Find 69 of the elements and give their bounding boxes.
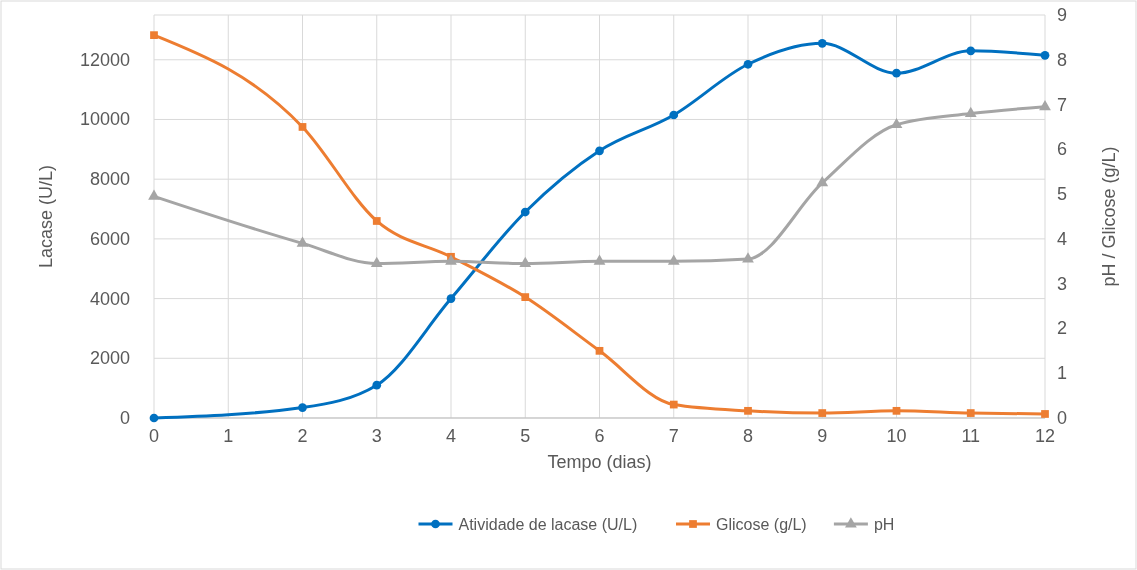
legend-label: Atividade de lacase (U/L) xyxy=(458,516,638,533)
y-tick-label: 6000 xyxy=(89,228,130,249)
x-tick-label: 3 xyxy=(371,426,382,446)
x-tick-label: 6 xyxy=(594,426,605,446)
point xyxy=(595,346,604,355)
x-tick-label: 7 xyxy=(668,426,679,446)
point xyxy=(1041,410,1049,418)
x-tick-label: 0 xyxy=(148,426,160,446)
x-tick-label: 1 xyxy=(223,426,234,446)
y2-tick-label: 8 xyxy=(1057,49,1068,70)
y2-tick-label: 1 xyxy=(1057,363,1068,384)
point xyxy=(149,413,159,423)
point xyxy=(966,409,975,417)
point xyxy=(669,110,679,120)
point xyxy=(298,123,307,131)
y2-tick-label: 2 xyxy=(1057,318,1068,339)
y2-tick-label: 3 xyxy=(1057,273,1068,294)
y-tick-label: 2000 xyxy=(89,348,130,369)
point xyxy=(818,409,827,417)
x-axis-title: Tempo (dias) xyxy=(547,452,652,472)
point xyxy=(742,252,754,263)
point xyxy=(446,294,456,303)
x-tick-label: 2 xyxy=(297,426,308,446)
point xyxy=(296,236,309,247)
y2-tick-label: 6 xyxy=(1057,139,1068,160)
point xyxy=(298,403,307,412)
y-tick-label: 8000 xyxy=(89,169,130,190)
point xyxy=(817,39,827,48)
point xyxy=(372,217,381,225)
point xyxy=(370,256,383,267)
y2-axis-title: pH / Glicose (g/L) xyxy=(1099,146,1119,287)
x-tick-label: 4 xyxy=(445,426,457,446)
point xyxy=(966,46,976,56)
y-axis-title: Lacase (U/L) xyxy=(36,164,56,269)
x-tick-label: 8 xyxy=(742,426,754,446)
legend-label: pH xyxy=(873,516,895,533)
point xyxy=(445,254,457,265)
y2-tick-label: 0 xyxy=(1057,408,1068,428)
y-tick-label: 0 xyxy=(119,408,130,428)
y-tick-label: 4000 xyxy=(89,288,130,309)
x-tick-label: 12 xyxy=(1034,426,1056,446)
point xyxy=(595,146,604,156)
point xyxy=(892,406,901,415)
point xyxy=(372,380,382,390)
y2-tick-label: 5 xyxy=(1057,184,1068,205)
x-tick-label: 10 xyxy=(886,426,907,446)
point xyxy=(669,400,678,409)
y2-tick-label: 7 xyxy=(1057,94,1068,115)
point xyxy=(892,68,901,78)
point xyxy=(964,106,977,117)
y2-tick-label: 4 xyxy=(1057,228,1068,249)
point xyxy=(148,189,160,200)
point xyxy=(593,254,606,265)
point xyxy=(743,59,753,69)
y-tick-label: 10000 xyxy=(79,109,130,130)
x-tick-label: 11 xyxy=(961,426,981,446)
point xyxy=(521,293,530,301)
point xyxy=(519,256,532,267)
point xyxy=(1040,50,1050,60)
point xyxy=(744,406,752,415)
point xyxy=(1039,100,1051,111)
y-tick-label: 12000 xyxy=(79,49,130,70)
x-tick-label: 9 xyxy=(817,426,828,446)
y2-tick-label: 9 xyxy=(1057,5,1068,25)
point xyxy=(667,254,680,265)
point xyxy=(816,176,829,187)
point xyxy=(520,207,530,217)
legend-label: Glicose (g/L) xyxy=(716,516,807,533)
x-tick-label: 5 xyxy=(520,426,531,446)
